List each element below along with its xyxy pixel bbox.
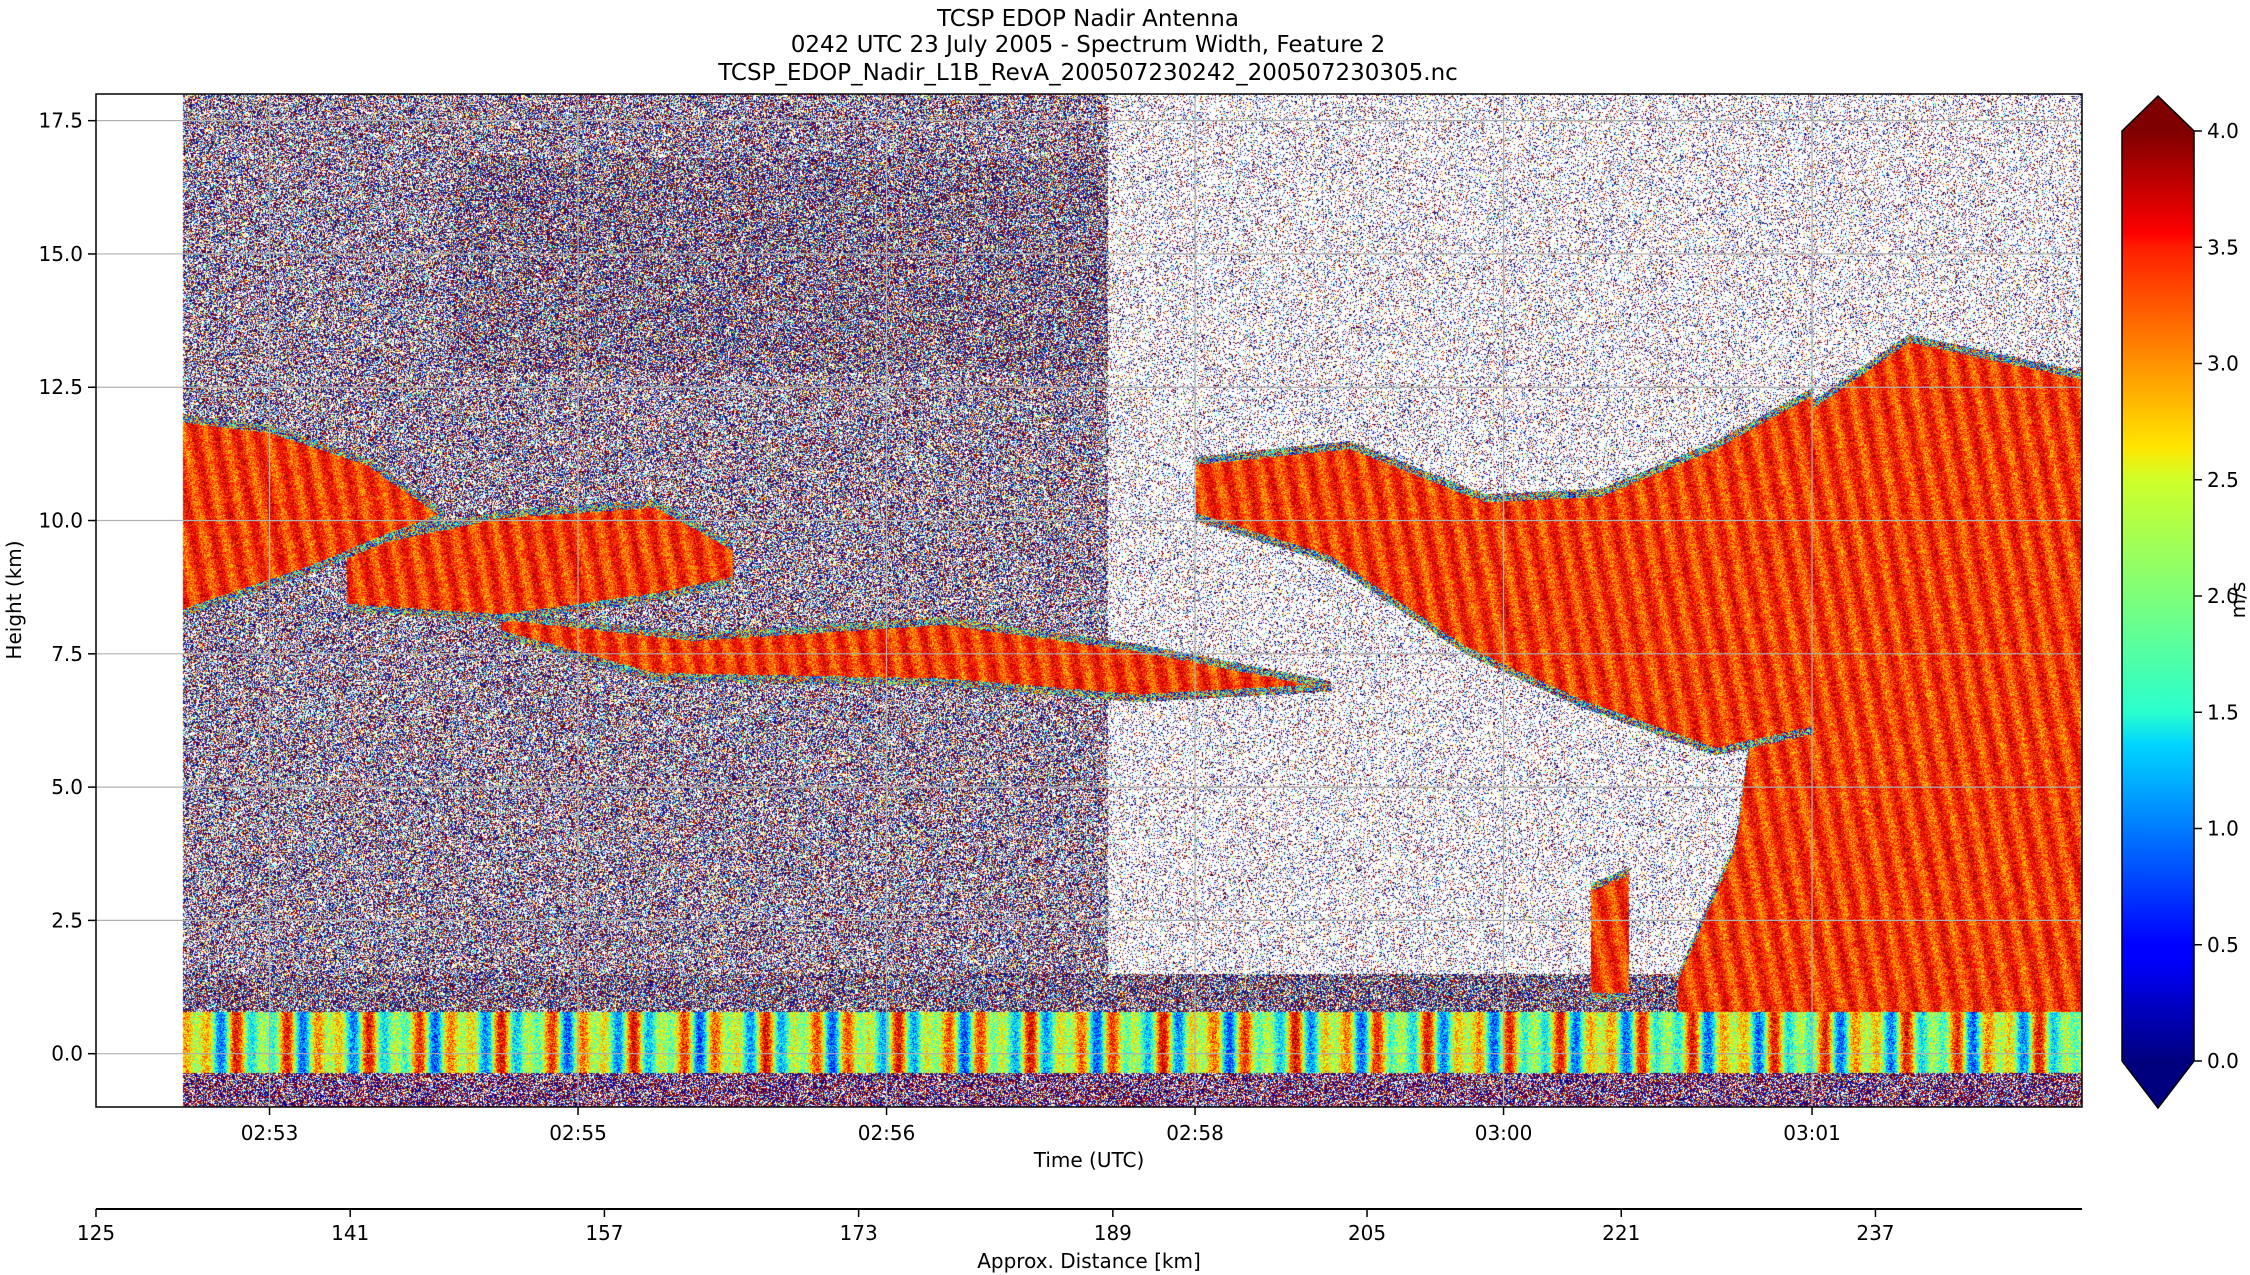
x-tick-label: 03:01: [1783, 1121, 1841, 1145]
y-tick-label: 5.0: [51, 775, 83, 799]
distance-axis-label: Approx. Distance [km]: [977, 1249, 1201, 1273]
plot-frame: [95, 93, 2083, 1108]
x-tick-label: 03:00: [1475, 1121, 1533, 1145]
x-tick-label: 02:55: [549, 1121, 607, 1145]
distance-ticks: 125 141 157 173 189 205 221 237: [77, 1209, 1895, 1245]
chart-subtitle: 0242 UTC 23 July 2005 - Spectrum Width, …: [791, 32, 1386, 58]
colorbar-tick-label: 1.0: [2207, 817, 2239, 841]
colorbar-tick-label: 3.5: [2207, 235, 2239, 259]
colorbar-ticks: 0.0 0.5 1.0 1.5 2.0 2.5 3.0 3.5 4.0: [2194, 119, 2239, 1073]
colorbar-tick-label: 2.0: [2207, 584, 2239, 608]
y-tick-label: 0.0: [51, 1042, 83, 1066]
distance-axis: 125 141 157 173 189 205 221 237 Approx. Distanc…: [77, 1208, 2082, 1273]
colorbar-tick-label: 1.5: [2207, 700, 2239, 724]
y-tick-label: 2.5: [51, 908, 83, 932]
y-tick-label: 7.5: [51, 642, 83, 666]
colorbar-label: m/s: [2226, 582, 2250, 619]
y-tick-label: 12.5: [38, 375, 83, 399]
y-axis-label: Height (km): [2, 540, 26, 659]
x-tick-label: 02:58: [1166, 1121, 1224, 1145]
distance-tick-label: 237: [1856, 1221, 1894, 1245]
distance-tick-label: 141: [331, 1221, 369, 1245]
y-axis: 0.0 2.5 5.0 7.5 10.0 12.5 15.0 17.5: [38, 109, 96, 1066]
colorbar-tick-label: 0.0: [2207, 1049, 2239, 1073]
distance-tick-label: 125: [77, 1221, 115, 1245]
colorbar-tick-label: 4.0: [2207, 119, 2239, 143]
spectrum-width-heatmap: [96, 94, 2082, 1107]
heatmap-container: [96, 94, 2082, 1107]
y-tick-label: 10.0: [38, 509, 83, 533]
distance-tick-label: 157: [585, 1221, 623, 1245]
distance-tick-label: 173: [840, 1221, 878, 1245]
colorbar-tick-label: 3.0: [2207, 352, 2239, 376]
distance-tick-label: 205: [1348, 1221, 1386, 1245]
chart-title: TCSP EDOP Nadir Antenna: [936, 6, 1239, 32]
y-tick-label: 17.5: [38, 109, 83, 133]
colorbar-tick-label: 0.5: [2207, 933, 2239, 957]
grid-lines: [96, 94, 2082, 1107]
y-tick-label: 15.0: [38, 242, 83, 266]
colorbar-extend-bottom: [2122, 1061, 2194, 1108]
distance-tick-label: 221: [1602, 1221, 1640, 1245]
colorbar-tick-label: 2.5: [2207, 468, 2239, 492]
plot-area: [95, 93, 2083, 1108]
x-axis-label: Time (UTC): [1033, 1148, 1145, 1172]
chart-filename: TCSP_EDOP_Nadir_L1B_RevA_200507230242_20…: [717, 60, 1458, 86]
x-tick-label: 02:53: [241, 1121, 299, 1145]
colorbar: 0.0 0.5 1.0 1.5 2.0 2.5 3.0 3.5 4.0 m/s: [2121, 94, 2250, 1110]
colorbar-gradient: [2122, 131, 2194, 1061]
distance-tick-label: 189: [1094, 1221, 1132, 1245]
x-tick-label: 02:56: [858, 1121, 916, 1145]
colorbar-extend-top: [2122, 96, 2194, 131]
x-axis: 02:53 02:55 02:56 02:58 03:00 03:01: [241, 1107, 1841, 1145]
